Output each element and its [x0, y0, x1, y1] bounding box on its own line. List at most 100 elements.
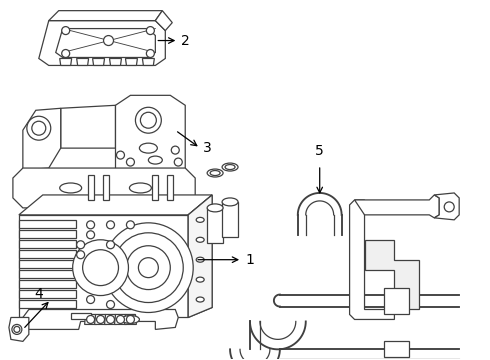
Ellipse shape — [225, 165, 235, 170]
Ellipse shape — [148, 156, 162, 164]
Circle shape — [103, 36, 114, 45]
Text: 4: 4 — [34, 287, 43, 301]
Circle shape — [106, 221, 115, 229]
Polygon shape — [93, 58, 104, 66]
Polygon shape — [19, 240, 75, 248]
Polygon shape — [155, 11, 172, 31]
Polygon shape — [167, 175, 173, 200]
Polygon shape — [19, 250, 75, 258]
Circle shape — [106, 315, 115, 323]
Polygon shape — [60, 58, 72, 66]
Polygon shape — [19, 300, 75, 307]
Polygon shape — [19, 230, 75, 238]
Circle shape — [138, 258, 158, 278]
Polygon shape — [95, 315, 106, 324]
Circle shape — [444, 202, 454, 212]
Ellipse shape — [222, 163, 238, 171]
Circle shape — [32, 121, 46, 135]
Circle shape — [12, 324, 22, 334]
Circle shape — [141, 112, 156, 128]
Polygon shape — [19, 220, 75, 228]
Polygon shape — [19, 289, 75, 298]
Circle shape — [126, 221, 134, 229]
Circle shape — [14, 327, 20, 332]
Ellipse shape — [196, 297, 204, 302]
Polygon shape — [19, 280, 75, 288]
Circle shape — [83, 250, 119, 285]
Circle shape — [62, 50, 70, 58]
Ellipse shape — [196, 237, 204, 242]
Polygon shape — [124, 315, 136, 324]
Circle shape — [106, 301, 115, 309]
Polygon shape — [19, 215, 188, 318]
Polygon shape — [125, 58, 137, 66]
Polygon shape — [115, 315, 126, 324]
Ellipse shape — [196, 257, 204, 262]
Ellipse shape — [196, 277, 204, 282]
Circle shape — [76, 241, 85, 249]
Circle shape — [126, 158, 134, 166]
Ellipse shape — [122, 315, 140, 323]
Polygon shape — [71, 314, 91, 319]
Circle shape — [147, 27, 154, 35]
Circle shape — [172, 146, 179, 154]
Circle shape — [126, 315, 134, 323]
Ellipse shape — [222, 198, 238, 206]
Polygon shape — [143, 58, 154, 66]
Polygon shape — [207, 208, 223, 243]
Circle shape — [103, 223, 193, 312]
Circle shape — [117, 315, 124, 323]
Polygon shape — [116, 95, 185, 170]
Polygon shape — [102, 175, 108, 200]
Ellipse shape — [210, 171, 220, 176]
Ellipse shape — [196, 217, 204, 222]
Polygon shape — [355, 195, 439, 218]
Polygon shape — [23, 108, 61, 170]
Polygon shape — [385, 288, 409, 315]
Polygon shape — [104, 315, 117, 324]
Polygon shape — [19, 260, 75, 268]
Circle shape — [87, 231, 95, 239]
Polygon shape — [76, 58, 89, 66]
Text: 2: 2 — [181, 33, 190, 48]
Polygon shape — [19, 195, 212, 215]
Polygon shape — [152, 175, 158, 200]
Polygon shape — [9, 318, 29, 341]
Polygon shape — [434, 193, 459, 220]
Circle shape — [97, 315, 104, 323]
Circle shape — [174, 158, 182, 166]
Circle shape — [62, 27, 70, 35]
Circle shape — [126, 246, 171, 289]
Ellipse shape — [129, 183, 151, 193]
Polygon shape — [61, 105, 116, 148]
Circle shape — [135, 107, 161, 133]
Circle shape — [117, 151, 124, 159]
Polygon shape — [85, 315, 97, 324]
Polygon shape — [56, 28, 155, 58]
Polygon shape — [13, 168, 195, 208]
Polygon shape — [188, 195, 212, 318]
Polygon shape — [88, 175, 94, 200]
Polygon shape — [385, 341, 409, 357]
Polygon shape — [188, 195, 212, 318]
Circle shape — [76, 251, 85, 259]
Circle shape — [27, 116, 51, 140]
Circle shape — [87, 315, 95, 323]
Text: 5: 5 — [316, 144, 324, 158]
Circle shape — [106, 241, 115, 249]
Circle shape — [114, 233, 183, 302]
Circle shape — [73, 240, 128, 296]
Text: 3: 3 — [203, 141, 212, 155]
Text: 1: 1 — [245, 253, 254, 267]
Circle shape — [147, 50, 154, 58]
Polygon shape — [39, 21, 165, 66]
Polygon shape — [110, 58, 122, 66]
Polygon shape — [19, 270, 75, 278]
Ellipse shape — [207, 204, 223, 212]
Circle shape — [87, 221, 95, 229]
Ellipse shape — [140, 143, 157, 153]
Ellipse shape — [60, 183, 82, 193]
Polygon shape — [349, 200, 394, 319]
Circle shape — [87, 296, 95, 303]
Polygon shape — [49, 11, 162, 21]
